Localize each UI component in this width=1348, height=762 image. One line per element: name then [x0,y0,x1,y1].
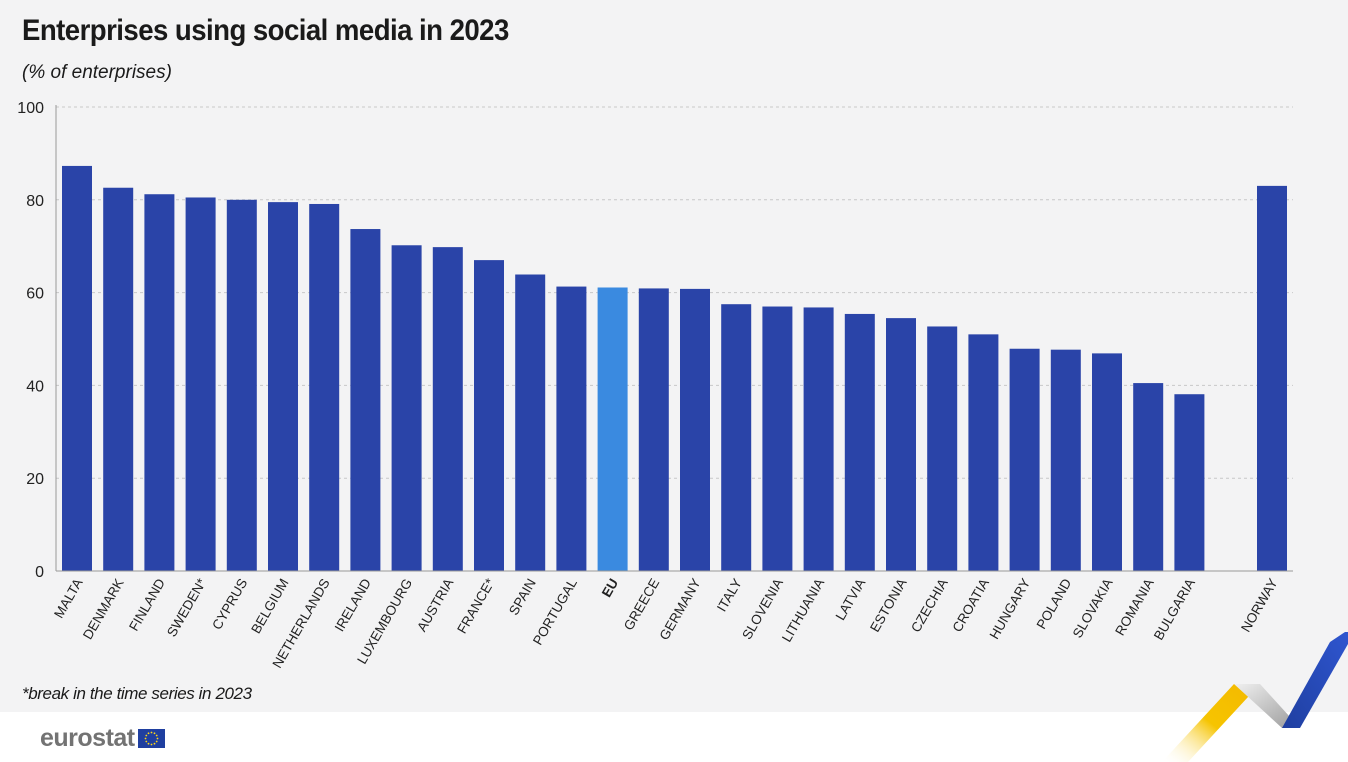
x-tick-label: ESTONIA [867,576,910,635]
flag-star [144,737,147,740]
flag-star [150,743,153,746]
flag-star [153,742,156,745]
x-tick-label: SWEDEN* [164,575,210,639]
bar-greece[interactable] [638,288,669,571]
y-tick-label: 80 [26,193,44,210]
x-tick-label: BELGIUM [248,576,291,636]
y-tick-label: 40 [26,378,44,395]
bar-croatia[interactable] [968,334,999,571]
bar-estonia[interactable] [886,318,916,571]
flag-star [155,734,158,737]
bar-poland[interactable] [1050,349,1081,571]
x-tick-label: ITALY [714,576,745,614]
x-tick-label: MALTA [51,576,85,621]
bar-latvia[interactable] [844,313,875,571]
x-tick-label: FINLAND [126,576,168,634]
bar-sweden[interactable] [185,197,216,572]
eu-flag-icon [137,729,165,748]
x-tick-label: HUNGARY [987,576,1034,642]
flag-star [145,734,147,737]
footnote: *break in the time series in 2023 [22,684,252,703]
x-tick-label: CZECHIA [908,576,951,635]
x-tick-label: SPAIN [506,576,539,618]
bar-austria[interactable] [432,247,463,572]
x-tick-label: NORWAY [1238,576,1280,635]
bar-germany[interactable] [680,288,710,571]
x-tick-label: ROMANIA [1112,576,1156,638]
x-tick-label: GERMANY [656,576,703,643]
x-tick-label: EU [599,576,621,600]
flag-star [145,740,147,743]
logo-text: eurostat [40,724,135,752]
bar-malta[interactable] [62,165,92,572]
bar-hungary[interactable] [1009,348,1040,571]
flag-star [156,737,159,740]
bar-ireland[interactable] [350,229,381,572]
x-tick-label: POLAND [1034,576,1075,632]
x-tick-label: LATVIA [833,576,869,623]
decorative-chevron-graphic [1162,632,1348,762]
bar-slovakia[interactable] [1092,353,1122,571]
flag-star [147,732,150,735]
chart-title: Enterprises using social media in 2023 [22,14,509,47]
x-tick-label: CROATIA [949,576,991,635]
bar-luxembourg[interactable] [391,245,422,571]
bar-norway[interactable] [1257,185,1287,571]
bar-cyprus[interactable] [226,199,257,572]
footer-band [0,712,1348,762]
flag-star [153,732,156,735]
y-tick-label: 60 [26,286,44,303]
bar-italy[interactable] [721,304,752,571]
x-tick-label: AUSTRIA [414,576,456,634]
bar-eu[interactable] [597,287,628,571]
x-tick-label: IRELAND [332,576,374,634]
bar-denmark[interactable] [103,187,134,571]
x-tick-label: CYPRUS [209,576,250,632]
y-tick-label: 100 [17,100,44,117]
bar-netherlands[interactable] [309,203,340,571]
bar-bulgaria[interactable] [1174,394,1205,571]
eurostat-logo[interactable]: eurostat [40,726,165,751]
bar-belgium[interactable] [268,202,298,571]
flag-star [150,731,153,734]
bar-lithuania[interactable] [803,307,834,571]
bar-slovenia[interactable] [762,306,793,571]
y-tick-label: 20 [26,471,44,488]
chart-subtitle: (% of enterprises) [22,62,172,83]
bar-france[interactable] [474,260,504,571]
x-tick-label: FRANCE* [454,575,498,636]
flag-star [147,742,150,745]
y-tick-label: 0 [35,564,44,581]
x-tick-label: LITHUANIA [779,576,827,645]
x-tick-label: PORTUGAL [530,576,580,648]
bar-romania[interactable] [1133,383,1164,571]
x-tick-label: GREECE [621,576,662,633]
bar-portugal[interactable] [556,286,587,571]
bar-czechia[interactable] [927,326,958,571]
bar-spain[interactable] [515,274,546,571]
x-tick-label: SLOVENIA [739,576,786,642]
bar-finland[interactable] [144,194,175,571]
flag-star [155,740,158,743]
x-tick-label: SLOVAKIA [1070,576,1116,640]
x-tick-label: DENMARK [80,576,127,642]
